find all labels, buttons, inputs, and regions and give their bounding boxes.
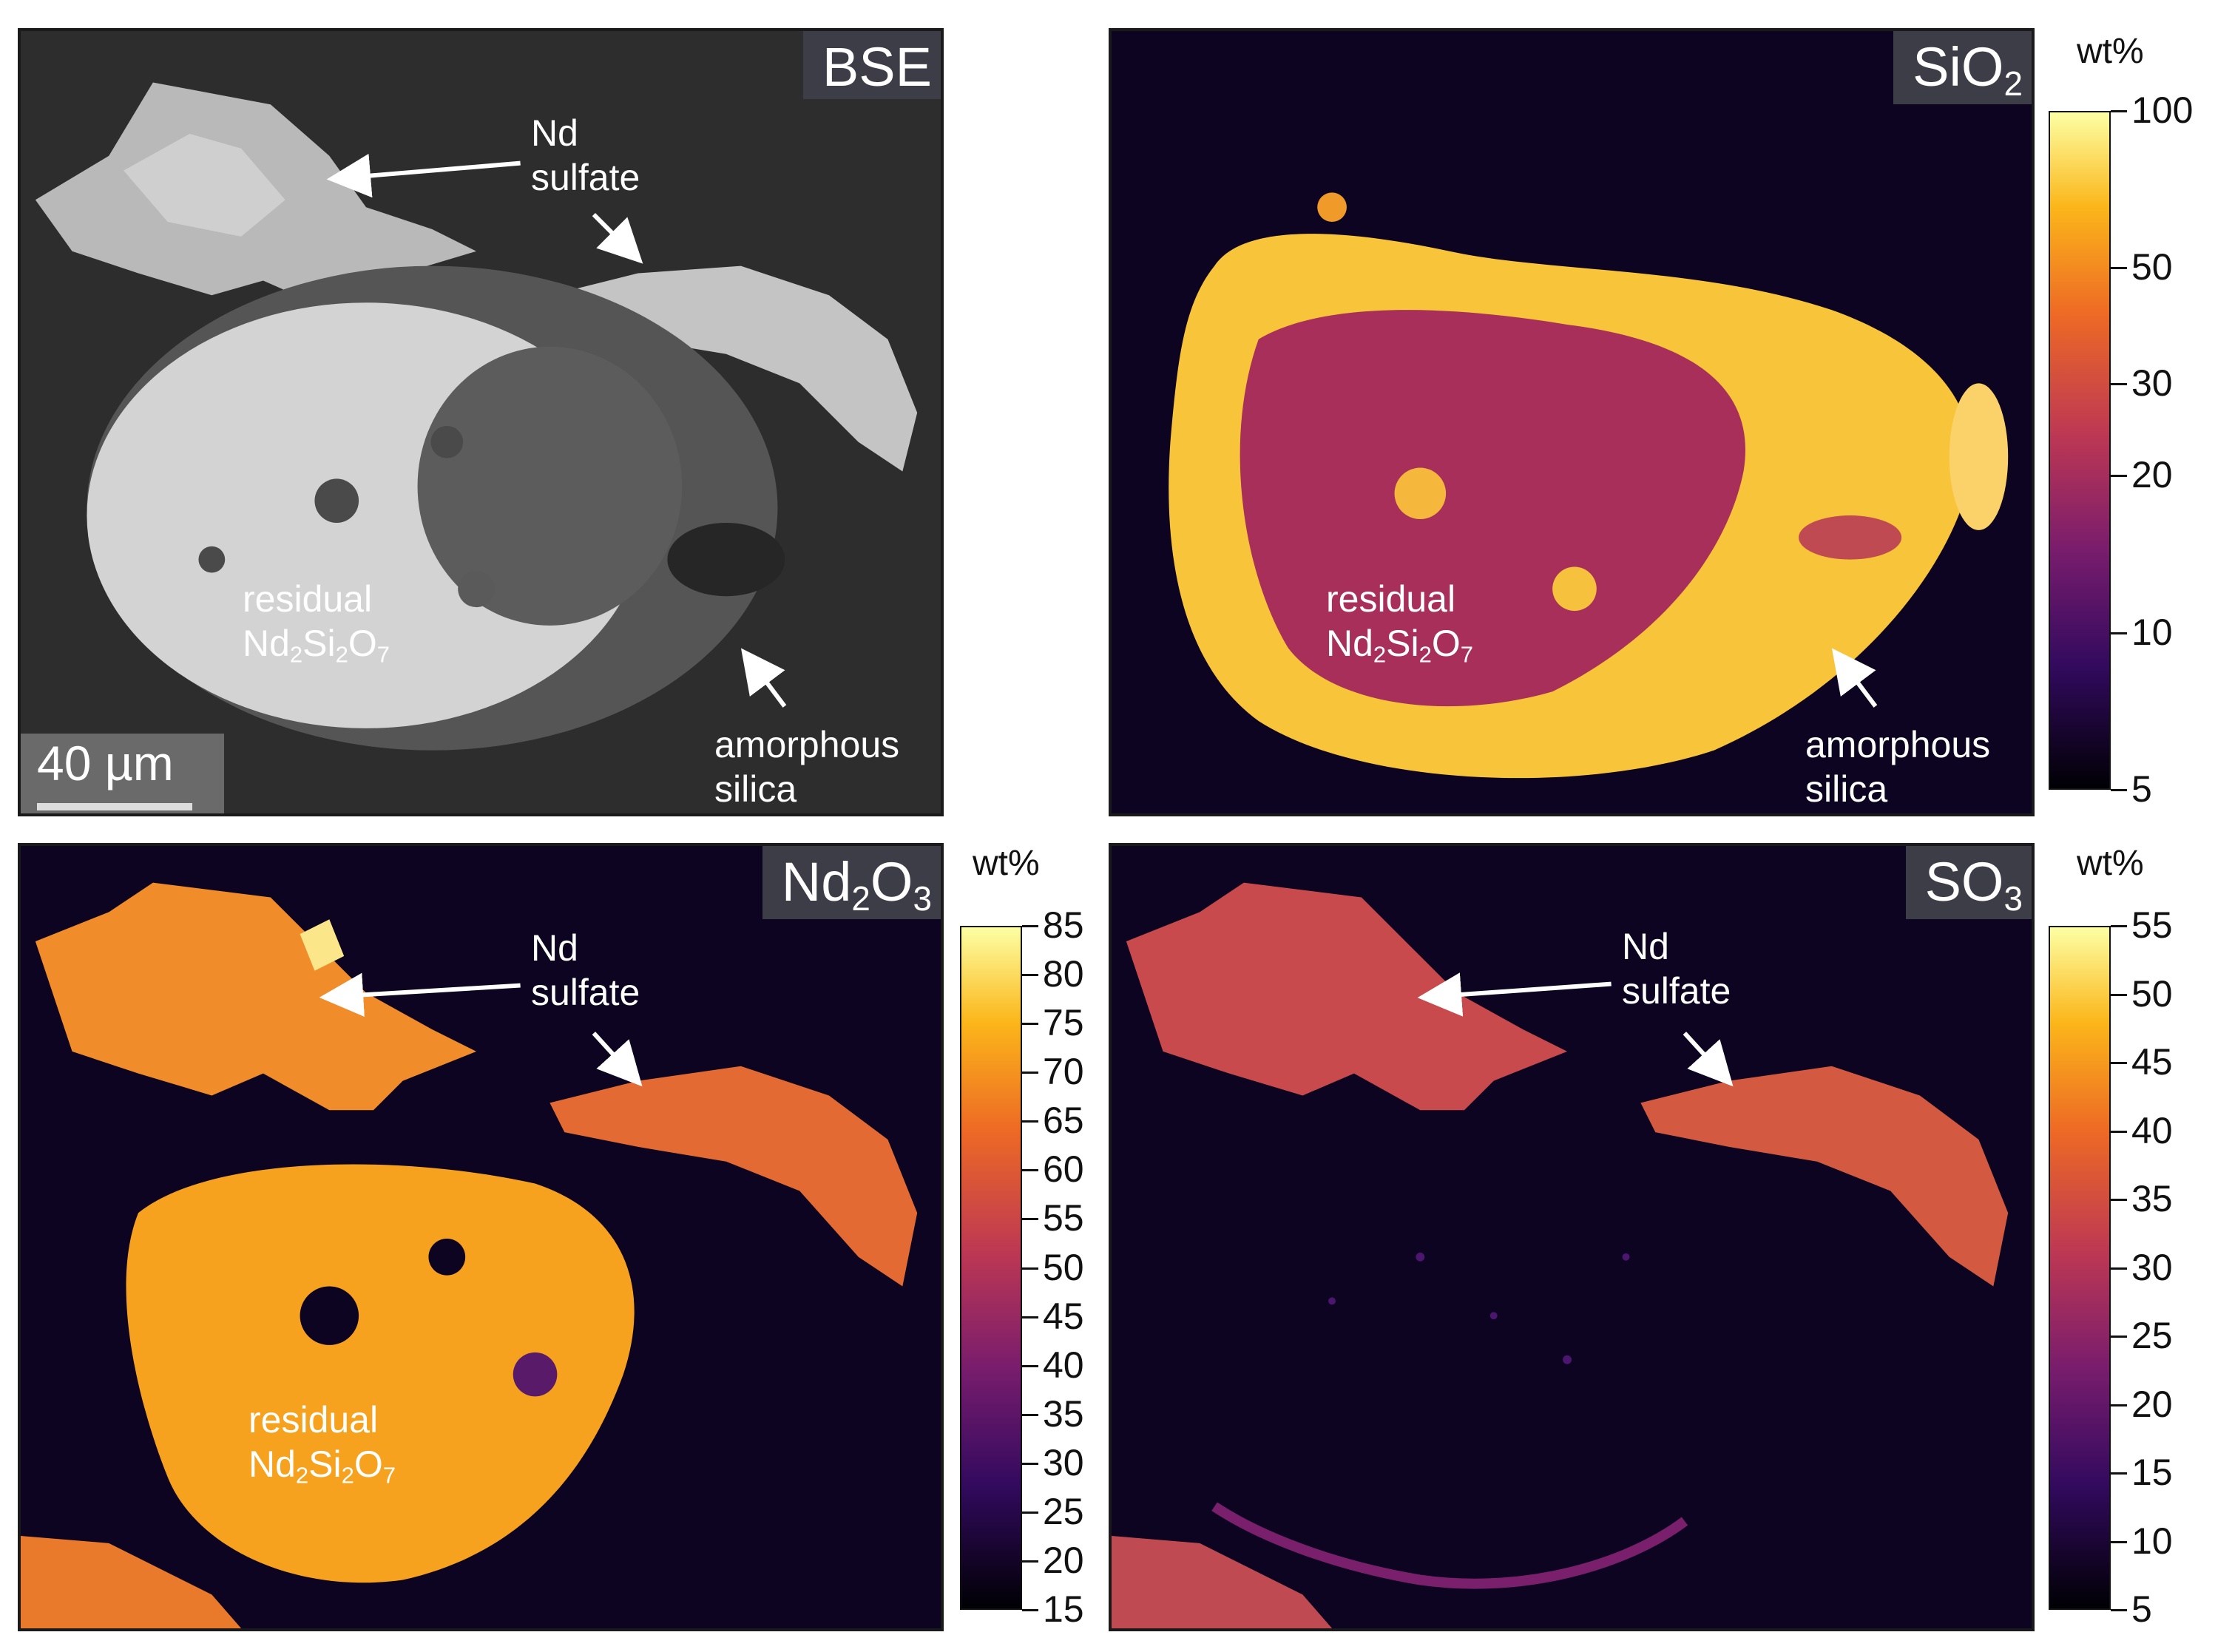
nd2o3-map [21, 846, 941, 1628]
colorbar-tick-label: 60 [1043, 1148, 1084, 1191]
colorbar-tick-label: 50 [2131, 972, 2173, 1015]
colorbar-tick [2111, 110, 2127, 112]
colorbar-tick [2111, 789, 2127, 791]
colorbar-tick [1022, 1413, 1038, 1416]
colorbar-tick-label: 25 [1043, 1490, 1084, 1532]
colorbar-tick [1022, 1609, 1038, 1611]
scalebar-label: 40 µm [37, 736, 174, 791]
nd2o3-title: Nd2O3 [762, 846, 941, 919]
so3-colorbar [2049, 926, 2111, 1610]
colorbar-tick [2111, 993, 2127, 996]
colorbar-tick [1022, 1511, 1038, 1514]
nd-sulfate-label: Nd sulfate [1622, 926, 1731, 1012]
colorbar-tick-label: 5 [2131, 1588, 2152, 1630]
colorbar-tick [1022, 1120, 1038, 1123]
nd-sulfate-label: Nd sulfate [531, 927, 640, 1013]
colorbar-tick-label: 70 [1043, 1051, 1084, 1093]
amorphous-silica-label: amorphous silica [1805, 724, 1991, 810]
colorbar-tick [2111, 1472, 2127, 1475]
colorbar-tick [2111, 1267, 2127, 1270]
colorbar-tick [2111, 1062, 2127, 1064]
bse-image [21, 31, 941, 813]
nd2o3-colorbar-unit: wt% [973, 844, 1040, 883]
colorbar-tick-label: 35 [1043, 1392, 1084, 1435]
colorbar-tick [1022, 1218, 1038, 1221]
colorbar-tick-label: 25 [2131, 1315, 2173, 1356]
bse-panel: BSE Nd sulfate residual Nd2Si2O7 amorpho… [18, 28, 944, 816]
colorbar-tick [2111, 382, 2127, 385]
colorbar-tick-label: 35 [2131, 1178, 2173, 1219]
colorbar-tick-label: 30 [1043, 1441, 1084, 1483]
bse-title: BSE [802, 31, 941, 99]
colorbar-tick [2111, 267, 2127, 270]
colorbar-tick [1022, 1169, 1038, 1172]
nd-sulfate-label: Nd sulfate [531, 112, 640, 198]
colorbar-tick [1022, 1072, 1038, 1074]
nd2o3-colorbar [960, 926, 1022, 1610]
amorphous-silica-label: amorphous silica [714, 724, 900, 810]
colorbar-tick [1022, 925, 1038, 927]
scalebar-box [21, 734, 224, 813]
colorbar-tick-label: 20 [2131, 454, 2173, 496]
colorbar-tick-label: 10 [2131, 611, 2173, 653]
so3-panel: SO3 Nd sulfate [1109, 843, 2035, 1631]
sio2-map [1112, 31, 2032, 813]
colorbar-tick-label: 10 [2131, 1520, 2173, 1562]
nd2o3-panel: Nd2O3 Nd sulfate residual Nd2Si2O7 [18, 843, 944, 1631]
colorbar-tick-label: 40 [1043, 1344, 1084, 1386]
colorbar-tick [2111, 632, 2127, 634]
so3-title: SO3 [1905, 846, 2032, 919]
colorbar-tick [2111, 1609, 2127, 1611]
colorbar-tick [1022, 1560, 1038, 1563]
colorbar-tick [1022, 1316, 1038, 1318]
colorbar-tick-label: 5 [2131, 768, 2152, 810]
sio2-colorbar-unit: wt% [2077, 32, 2144, 71]
residual-label: residual Nd2Si2O7 [1326, 578, 1474, 668]
colorbar-tick-label: 50 [2131, 246, 2173, 288]
colorbar-tick-label: 65 [1043, 1100, 1084, 1142]
colorbar-tick-label: 50 [1043, 1246, 1084, 1288]
residual-label: residual Nd2Si2O7 [243, 578, 390, 668]
sio2-panel: SiO2 residual Nd2Si2O7 amorphous silica [1109, 28, 2035, 816]
colorbar-tick-label: 55 [2131, 904, 2173, 946]
colorbar-tick [1022, 1023, 1038, 1026]
colorbar-tick-label: 20 [1043, 1539, 1084, 1581]
colorbar-tick-label: 45 [2131, 1041, 2173, 1083]
residual-label: residual Nd2Si2O7 [248, 1399, 396, 1489]
colorbar-tick [2111, 1336, 2127, 1338]
colorbar-tick [1022, 974, 1038, 977]
colorbar-tick [2111, 1404, 2127, 1406]
so3-map [1112, 846, 2032, 1628]
colorbar-tick [1022, 1267, 1038, 1270]
colorbar-tick-label: 15 [1043, 1588, 1084, 1630]
colorbar-tick-label: 30 [2131, 362, 2173, 404]
sio2-title: SiO2 [1893, 31, 2032, 104]
so3-colorbar-unit: wt% [2077, 844, 2144, 883]
colorbar-tick-label: 20 [2131, 1383, 2173, 1425]
colorbar-tick [1022, 1364, 1038, 1367]
colorbar-tick [2111, 1130, 2127, 1133]
colorbar-tick-label: 45 [1043, 1295, 1084, 1337]
colorbar-tick [2111, 475, 2127, 478]
colorbar-tick-label: 80 [1043, 953, 1084, 995]
sio2-colorbar [2049, 111, 2111, 790]
colorbar-tick [2111, 925, 2127, 927]
colorbar-tick-label: 15 [2131, 1452, 2173, 1493]
colorbar-tick [1022, 1462, 1038, 1465]
colorbar-tick [2111, 1540, 2127, 1543]
colorbar-tick-label: 40 [2131, 1109, 2173, 1151]
colorbar-tick-label: 85 [1043, 904, 1084, 946]
colorbar-tick-label: 30 [2131, 1246, 2173, 1288]
colorbar-tick-label: 55 [1043, 1197, 1084, 1239]
colorbar-tick-label: 75 [1043, 1002, 1084, 1044]
colorbar-tick [2111, 1199, 2127, 1201]
scalebar [37, 803, 192, 810]
colorbar-tick-label: 100 [2131, 89, 2194, 131]
